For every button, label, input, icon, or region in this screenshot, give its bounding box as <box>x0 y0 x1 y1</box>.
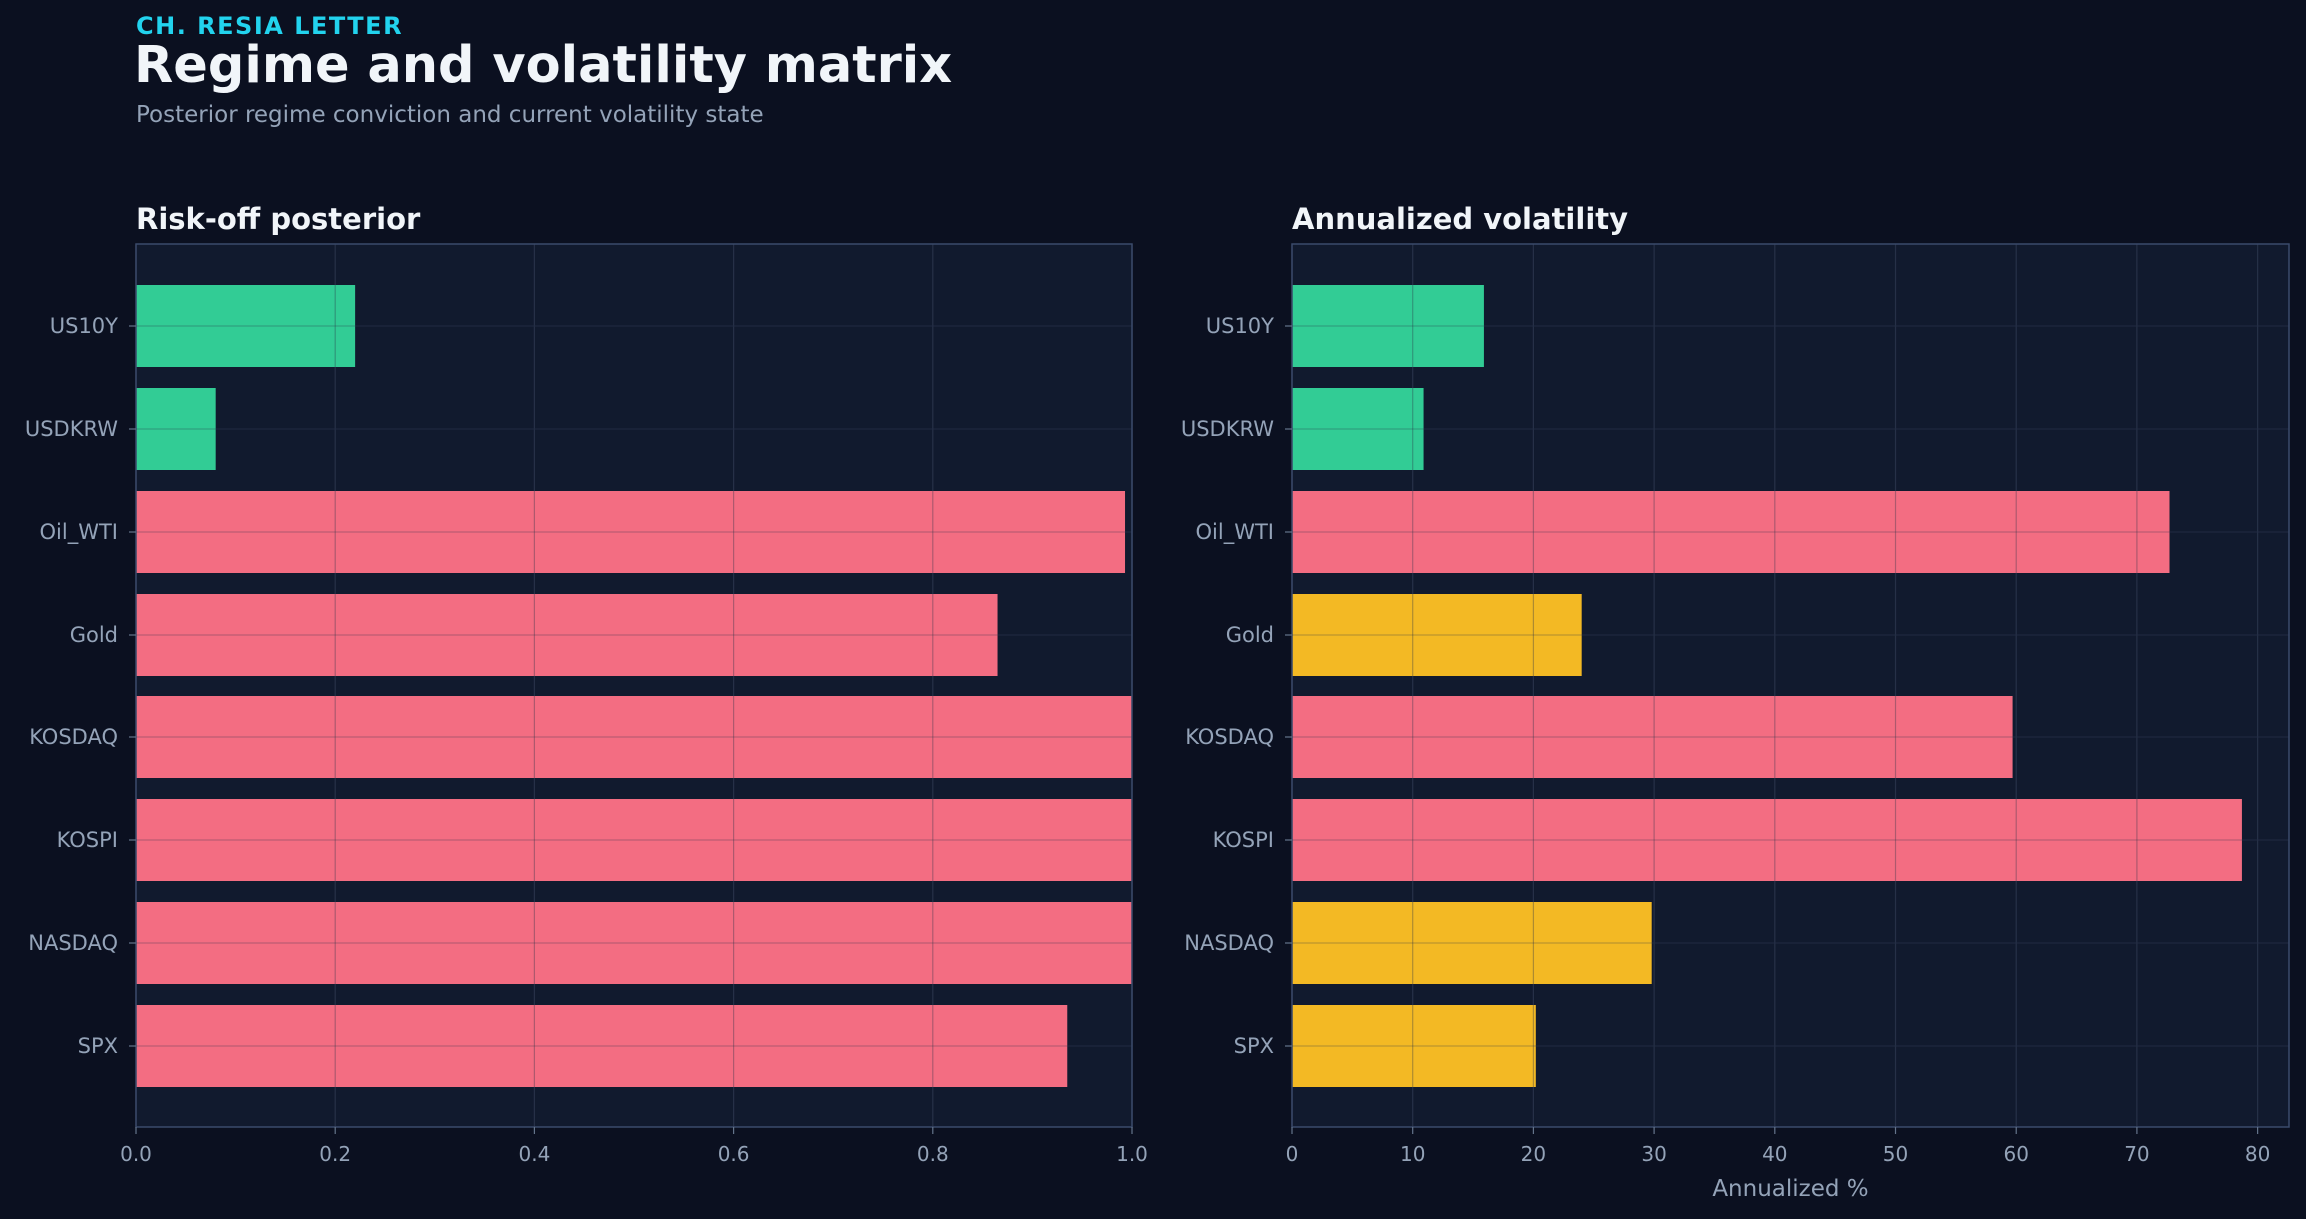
risk-off-panel: Risk-off posterior US10Y USDKRW Oil_WTI Gold… <box>25 202 1148 1166</box>
volatility-category-label: KOSPI <box>1213 828 1274 852</box>
volatility-bar-spx <box>1292 1005 1536 1087</box>
risk-off-category-label: Gold <box>70 623 118 647</box>
volatility-category-label: USDKRW <box>1181 417 1274 441</box>
risk-off-bar-us10y <box>136 285 356 367</box>
risk-off-x-tick-label: 0.4 <box>518 1142 550 1166</box>
volatility-category-label: Gold <box>1226 623 1274 647</box>
volatility-category-label: US10Y <box>1206 314 1274 338</box>
risk-off-panel-title: Risk-off posterior <box>136 202 421 236</box>
chart-kicker: CH. RESIA LETTER <box>136 12 404 40</box>
volatility-bar-usdkrw <box>1292 388 1424 470</box>
volatility-x-axis-title: Annualized % <box>1712 1176 1868 1202</box>
volatility-x-tick-label: 10 <box>1400 1142 1425 1166</box>
risk-off-x-tick-label: 1.0 <box>1116 1142 1148 1166</box>
volatility-bar-kosdaq <box>1292 696 2013 778</box>
risk-off-category-label: NASDAQ <box>28 931 118 955</box>
volatility-panel-title: Annualized volatility <box>1292 202 1628 236</box>
volatility-x-tick-label: 80 <box>2245 1142 2270 1166</box>
volatility-x-tick-label: 20 <box>1521 1142 1546 1166</box>
risk-off-category-label: US10Y <box>50 314 118 338</box>
risk-off-bar-nasdaq <box>136 902 1132 984</box>
risk-off-bar-kosdaq <box>136 696 1132 778</box>
volatility-bar-gold <box>1292 594 1582 676</box>
volatility-category-label: KOSDAQ <box>1185 725 1274 749</box>
risk-off-category-label: USDKRW <box>25 417 118 441</box>
risk-off-category-label: KOSPI <box>57 828 118 852</box>
risk-off-bar-gold <box>136 594 998 676</box>
volatility-frame <box>1291 243 2290 1128</box>
risk-off-x-tick-label: 0.0 <box>120 1142 152 1166</box>
page-title: Regime and volatility matrix <box>134 36 953 95</box>
volatility-category-label: Oil_WTI <box>1196 520 1274 545</box>
volatility-x-tick-label: 0 <box>1286 1142 1299 1166</box>
volatility-panel: Annualized volatility US10Y USDKRW Oil_WTI G… <box>1181 202 2290 1202</box>
volatility-x-tick-label: 50 <box>1883 1142 1908 1166</box>
risk-off-category-label: KOSDAQ <box>29 725 118 749</box>
risk-off-plot-area <box>136 244 1132 1127</box>
volatility-category-label: NASDAQ <box>1184 931 1274 955</box>
volatility-bar-kospi <box>1292 799 2242 881</box>
risk-off-category-label: Oil_WTI <box>40 520 118 545</box>
volatility-plot-area <box>1292 244 2289 1127</box>
volatility-bar-us10y <box>1292 285 1484 367</box>
risk-off-x-tick-label: 0.8 <box>917 1142 949 1166</box>
volatility-bar-nasdaq <box>1292 902 1652 984</box>
risk-off-bar-oil-wti <box>136 491 1126 573</box>
risk-off-bar-spx <box>136 1005 1068 1087</box>
risk-off-category-label: SPX <box>78 1034 118 1058</box>
risk-off-frame <box>135 243 1133 1128</box>
volatility-x-tick-label: 30 <box>1641 1142 1666 1166</box>
risk-off-bar-usdkrw <box>136 388 216 470</box>
volatility-x-tick-label: 60 <box>2003 1142 2028 1166</box>
volatility-x-tick-label: 40 <box>1762 1142 1787 1166</box>
volatility-x-tick-label: 70 <box>2124 1142 2149 1166</box>
volatility-category-label: SPX <box>1234 1034 1274 1058</box>
page-subtitle: Posterior regime conviction and current … <box>136 102 764 128</box>
risk-off-x-tick-label: 0.2 <box>319 1142 351 1166</box>
risk-off-bar-kospi <box>136 799 1132 881</box>
volatility-bar-oil-wti <box>1292 491 2170 573</box>
risk-off-x-tick-label: 0.6 <box>718 1142 750 1166</box>
